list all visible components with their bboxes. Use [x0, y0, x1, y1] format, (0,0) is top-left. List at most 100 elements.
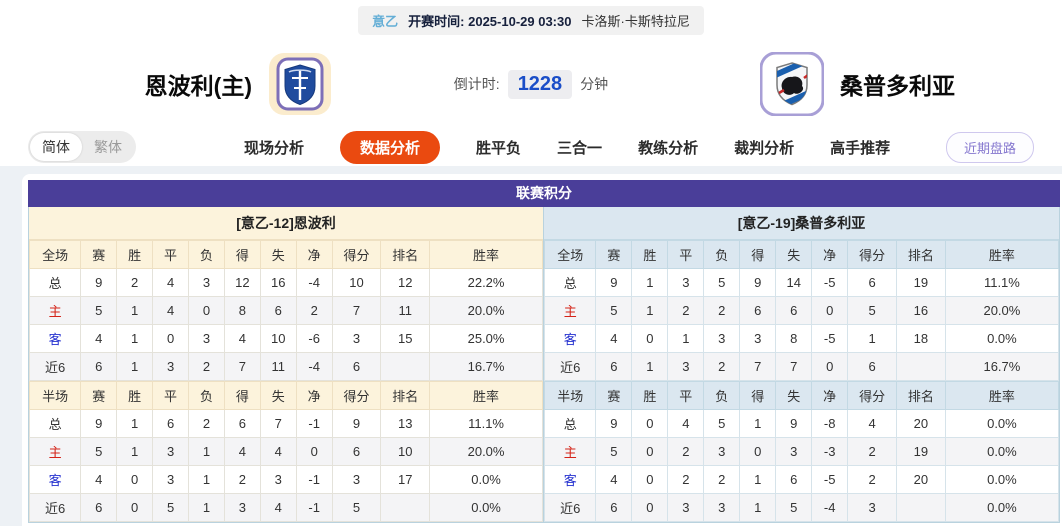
league-tag[interactable]: 意乙 — [372, 13, 399, 29]
stat-cell: 0 — [116, 493, 154, 522]
stat-cell: 4 — [223, 437, 261, 466]
stat-cell: 8 — [775, 324, 813, 353]
stat-cell: 7 — [223, 352, 261, 381]
stat-cell: 6 — [152, 409, 190, 438]
table-row: 客 4 0 2 2 1 6 -5 2 20 0.0% — [543, 465, 1060, 494]
stat-cell: 9 — [775, 409, 813, 438]
row-label: 近6 — [543, 493, 597, 522]
column-header: 排名 — [896, 240, 946, 269]
stat-cell: 4 — [80, 324, 118, 353]
stat-cell: 9 — [80, 409, 118, 438]
stat-cell: 7 — [259, 409, 297, 438]
stat-cell: 0.0% — [944, 437, 1060, 466]
stat-cell: 20.0% — [944, 296, 1060, 325]
nav-tab[interactable]: 三合一 — [557, 139, 603, 157]
stat-cell: 1 — [116, 324, 154, 353]
column-header: 平 — [667, 381, 705, 410]
away-team-name: 桑普多利亚 — [840, 73, 955, 99]
nav-tab[interactable]: 裁判分析 — [734, 139, 795, 157]
away-stats-panel: [意乙-19]桑普多利亚 全场赛胜平负得失净得分 排名 胜率总 9 1 3 5 9 14 -5 6 1… — [543, 207, 1060, 522]
match-header: 恩波利(主) 倒计时: 1228 分钟 — [0, 40, 1062, 128]
stat-cell: 4 — [259, 437, 297, 466]
column-header: 胜率 — [429, 240, 543, 269]
table-row: 总 9 1 6 2 6 7 -1 9 13 11.1% — [28, 409, 543, 438]
column-header: 得分 — [847, 240, 897, 269]
stat-cell: 2 — [703, 296, 741, 325]
stat-cell: 0 — [295, 437, 333, 466]
stat-cell: 0 — [631, 493, 669, 522]
row-label: 总 — [28, 409, 82, 438]
column-header: 得 — [223, 381, 261, 410]
column-header: 负 — [188, 381, 225, 410]
nav-tab[interactable]: 胜平负 — [476, 139, 522, 157]
language-option[interactable]: 繁体 — [94, 139, 122, 155]
recent-odds-button[interactable]: 近期盘路 — [945, 131, 1034, 163]
stats-table: 全场赛胜平负得失净得分 排名 胜率总 9 2 4 3 12 16 -4 10 12 22.2% 主 5 1 4 0… — [28, 240, 543, 381]
stat-cell: 12 — [380, 268, 431, 297]
language-toggle[interactable]: 简体 繁体 — [28, 131, 136, 163]
home-team: 恩波利(主) — [0, 52, 332, 116]
stat-cell: 0.0% — [944, 493, 1060, 522]
stat-cell: 3 — [739, 324, 777, 353]
stat-cell: 4 — [152, 296, 190, 325]
column-header: 全场 — [28, 240, 82, 269]
stat-cell: 0 — [152, 324, 190, 353]
stat-cell — [896, 493, 946, 522]
nav-tab[interactable]: 教练分析 — [638, 139, 699, 157]
stat-cell: 0 — [631, 324, 669, 353]
stats-table: 半场赛胜平负得失净得分 排名 胜率总 9 0 4 5 1 9 -8 4 20 0.0% 主 5 0 2 3 0 3 -3… — [543, 381, 1060, 522]
away-team-logo-icon — [759, 51, 825, 117]
row-label: 主 — [543, 437, 597, 466]
column-header: 负 — [703, 381, 741, 410]
stats-table: 全场赛胜平负得失净得分 排名 胜率总 9 1 3 5 9 14 -5 6 19 11.1% 主 5 1 2 2 6 6… — [543, 240, 1060, 381]
stat-cell: 0 — [116, 465, 154, 494]
kickoff-time: 开赛时间: 2025-10-29 03:30 — [408, 13, 572, 29]
stat-cell: 1 — [631, 268, 669, 297]
stat-cell: 9 — [595, 268, 633, 297]
row-label: 客 — [543, 465, 597, 494]
nav-tab[interactable]: 高手推荐 — [830, 139, 891, 157]
stat-cell: 1 — [847, 324, 897, 353]
stat-cell: 1 — [739, 465, 777, 494]
column-header: 半场 — [28, 381, 82, 410]
table-row: 客 4 1 0 3 4 10 -6 3 15 25.0% — [28, 324, 543, 353]
home-stats-panel: [意乙-12]恩波利 全场赛胜平负得失净得分 排名 胜率总 9 2 4 3 12 16 -4 10 1… — [28, 207, 544, 522]
content-area: 联赛积分 [意乙-12]恩波利 全场赛胜平负得失净得分 排名 胜率总 9 2 4 3 12 16… — [0, 166, 1062, 526]
stat-cell — [380, 352, 431, 381]
stat-cell: 22.2% — [429, 268, 543, 297]
stat-cell: 4 — [595, 465, 633, 494]
stat-cell: 6 — [847, 268, 897, 297]
nav-tab[interactable]: 数据分析 — [340, 130, 441, 164]
stat-cell: 3 — [331, 324, 382, 353]
stat-cell: 1 — [188, 437, 225, 466]
stat-cell: 16.7% — [944, 352, 1060, 381]
stat-cell: 2 — [116, 268, 154, 297]
stat-cell: 1 — [739, 493, 777, 522]
stat-cell: 3 — [847, 493, 897, 522]
section-title: 联赛积分 — [28, 180, 1060, 207]
language-option[interactable]: 简体 — [30, 133, 82, 161]
stat-cell: 5 — [847, 296, 897, 325]
stat-cell: 15 — [380, 324, 431, 353]
nav-tab[interactable]: 现场分析 — [244, 139, 305, 157]
stat-cell: 6 — [80, 493, 118, 522]
row-label: 总 — [28, 268, 82, 297]
away-fulltime-table: 全场赛胜平负得失净得分 排名 胜率总 9 1 3 5 9 14 -5 6 19 11.1% 主 5 1 2 2 6 6… — [543, 240, 1060, 381]
stat-cell: 5 — [152, 493, 190, 522]
stat-cell: 2 — [667, 437, 705, 466]
stat-cell: -4 — [295, 352, 333, 381]
stat-cell: 5 — [80, 296, 118, 325]
stat-cell: 1 — [116, 409, 154, 438]
table-row: 主 5 1 2 2 6 6 0 5 16 20.0% — [543, 296, 1060, 325]
stat-cell: 4 — [259, 493, 297, 522]
stat-cell: 6 — [739, 296, 777, 325]
stat-cell: -6 — [295, 324, 333, 353]
column-header: 排名 — [896, 381, 946, 410]
stat-cell: 6 — [595, 352, 633, 381]
stat-cell: 3 — [188, 324, 225, 353]
table-row: 近6 6 1 3 2 7 7 0 6 16.7% — [543, 352, 1060, 381]
row-label: 客 — [543, 324, 597, 353]
home-halftime-table: 半场赛胜平负得失净得分 排名 胜率总 9 1 6 2 6 7 -1 9 13 11.1% 主 5 1 3 1 4 4 0… — [28, 381, 543, 522]
away-panel-subtitle: [意乙-19]桑普多利亚 — [544, 207, 1059, 240]
stat-cell: 6 — [595, 493, 633, 522]
